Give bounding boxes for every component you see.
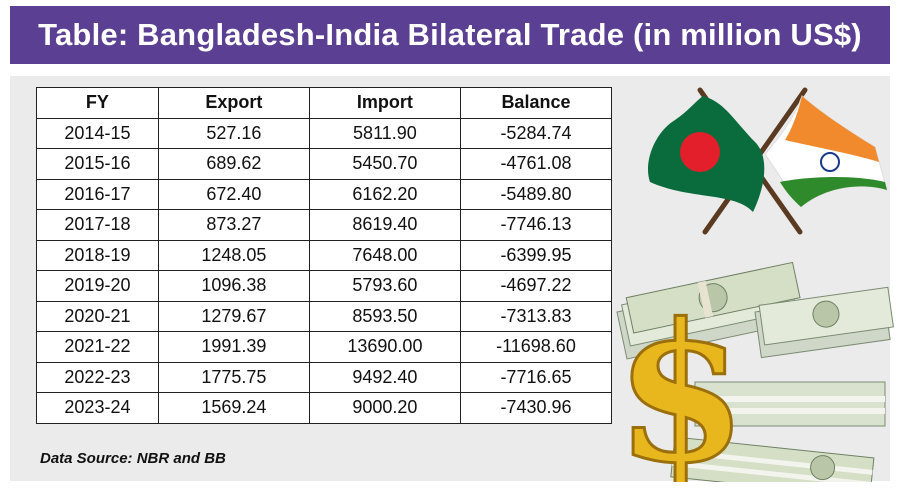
table-row: 2017-18 873.27 8619.40 -7746.13 <box>36 209 613 241</box>
data-source: Data Source: NBR and BB <box>40 450 226 467</box>
cell-balance: -7313.83 <box>459 300 613 332</box>
cell-import: 8593.50 <box>308 300 461 332</box>
cell-balance: -11698.60 <box>459 331 613 363</box>
cell-fy: 2022-23 <box>36 361 159 393</box>
header-export: Export <box>157 87 310 119</box>
cell-fy: 2015-16 <box>36 148 159 180</box>
cell-balance: -4697.22 <box>459 270 613 302</box>
table-row: 2022-23 1775.75 9492.40 -7716.65 <box>36 361 613 393</box>
cell-export: 527.16 <box>157 117 310 149</box>
bangladesh-flag-icon <box>647 96 765 212</box>
cell-import: 13690.00 <box>308 331 461 363</box>
cell-fy: 2014-15 <box>36 117 159 149</box>
cell-fy: 2018-19 <box>36 239 159 271</box>
cell-fy: 2023-24 <box>36 392 159 424</box>
cell-export: 1569.24 <box>157 392 310 424</box>
cell-export: 1096.38 <box>157 270 310 302</box>
trade-table: FY Export Import Balance 2014-15 527.16 58… <box>36 87 613 424</box>
table-row: 2014-15 527.16 5811.90 -5284.74 <box>36 117 613 149</box>
cell-fy: 2017-18 <box>36 209 159 241</box>
cell-balance: -7430.96 <box>459 392 613 424</box>
cell-fy: 2021-22 <box>36 331 159 363</box>
cell-export: 1279.67 <box>157 300 310 332</box>
cell-import: 5450.70 <box>308 148 461 180</box>
cell-export: 1991.39 <box>157 331 310 363</box>
header-balance: Balance <box>459 87 613 119</box>
cell-import: 6162.20 <box>308 178 461 210</box>
cell-import: 8619.40 <box>308 209 461 241</box>
cell-balance: -4761.08 <box>459 148 613 180</box>
cell-fy: 2016-17 <box>36 178 159 210</box>
table-row: 2023-24 1569.24 9000.20 -7430.96 <box>36 392 613 424</box>
table-row: 2019-20 1096.38 5793.60 -4697.22 <box>36 270 613 302</box>
cell-export: 1248.05 <box>157 239 310 271</box>
cell-balance: -7716.65 <box>459 361 613 393</box>
table-header-row: FY Export Import Balance <box>36 87 613 119</box>
india-flag-icon <box>764 95 888 208</box>
table-row: 2021-22 1991.39 13690.00 -11698.60 <box>36 331 613 363</box>
cell-balance: -6399.95 <box>459 239 613 271</box>
cell-export: 1775.75 <box>157 361 310 393</box>
cell-import: 5793.60 <box>308 270 461 302</box>
cell-import: 5811.90 <box>308 117 461 149</box>
cell-export: 672.40 <box>157 178 310 210</box>
cell-balance: -7746.13 <box>459 209 613 241</box>
cell-import: 9492.40 <box>308 361 461 393</box>
money-stack-icon <box>616 261 894 482</box>
cell-fy: 2020-21 <box>36 300 159 332</box>
svg-text:$: $ <box>615 282 747 482</box>
header-import: Import <box>308 87 461 119</box>
table-row: 2016-17 672.40 6162.20 -5489.80 <box>36 178 613 210</box>
cell-export: 689.62 <box>157 148 310 180</box>
cell-balance: -5489.80 <box>459 178 613 210</box>
table-row: 2015-16 689.62 5450.70 -4761.08 <box>36 148 613 180</box>
title-bar: Table: Bangladesh-India Bilateral Trade … <box>10 6 890 64</box>
dollar-sign-icon: $ <box>614 281 749 483</box>
cell-import: 7648.00 <box>308 239 461 271</box>
header-fy: FY <box>36 87 159 119</box>
table-row: 2020-21 1279.67 8593.50 -7313.83 <box>36 300 613 332</box>
cell-import: 9000.20 <box>308 392 461 424</box>
cell-export: 873.27 <box>157 209 310 241</box>
table-row: 2018-19 1248.05 7648.00 -6399.95 <box>36 239 613 271</box>
page-title: Table: Bangladesh-India Bilateral Trade … <box>38 17 862 52</box>
trade-illustration: $ <box>614 87 894 483</box>
cell-balance: -5284.74 <box>459 117 613 149</box>
cell-fy: 2019-20 <box>36 270 159 302</box>
